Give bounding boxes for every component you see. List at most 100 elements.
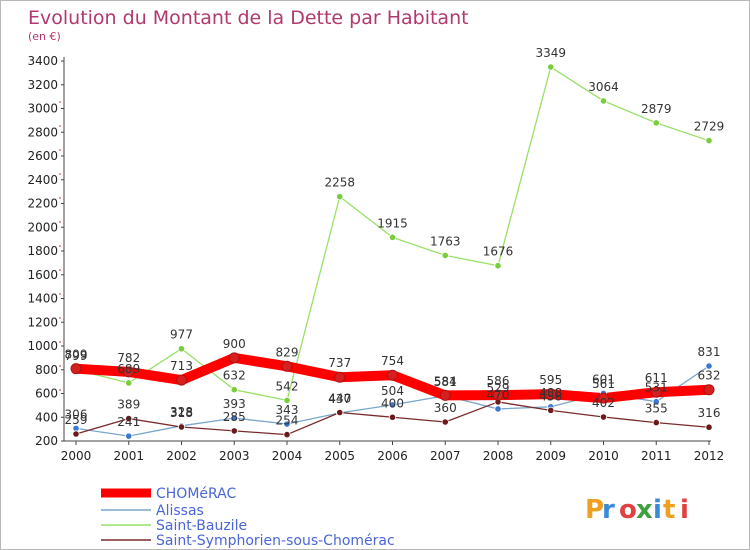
data-point: [177, 345, 186, 353]
x-tick-label: 2011: [641, 449, 672, 463]
data-label: 782: [117, 351, 140, 365]
data-point: [283, 430, 291, 439]
data-point: [439, 389, 451, 401]
data-label: 1915: [377, 216, 408, 230]
data-point: [705, 423, 713, 431]
data-label: 355: [645, 402, 668, 416]
data-label: 316: [698, 406, 721, 420]
data-point: [336, 193, 344, 201]
data-label: 737: [328, 356, 351, 370]
data-point: [336, 408, 344, 417]
data-point: [652, 418, 660, 427]
data-label: 581: [434, 375, 457, 389]
data-point: [281, 360, 293, 372]
data-label: 831: [698, 345, 721, 359]
data-label: 343: [276, 403, 299, 417]
y-tick-label: 2000: [27, 220, 58, 234]
data-point: [230, 427, 238, 435]
data-point: [228, 352, 240, 364]
data-point: [492, 389, 504, 401]
data-label: 584: [434, 374, 457, 388]
y-tick-label: 2400: [27, 173, 58, 187]
data-point: [283, 396, 291, 404]
data-point: [123, 366, 135, 378]
data-point: [494, 405, 502, 413]
data-point: [176, 374, 187, 386]
data-point: [705, 362, 713, 370]
legend-label: Saint-Bauzile: [156, 518, 247, 534]
data-point: [441, 251, 449, 259]
data-label: 900: [223, 337, 246, 351]
data-label: 2879: [641, 102, 672, 116]
data-point: [388, 401, 397, 409]
x-tick-label: 2002: [166, 449, 197, 463]
data-point: [70, 363, 82, 375]
data-label: 809: [65, 348, 88, 362]
data-point: [125, 414, 133, 423]
data-label: 2729: [694, 120, 725, 134]
data-label: 977: [170, 328, 193, 342]
data-point: [652, 398, 660, 406]
x-tick-label: 2000: [61, 449, 92, 463]
logo-letter: i: [680, 495, 689, 525]
x-tick-label: 2008: [483, 449, 514, 463]
y-tick-label: 3400: [27, 54, 58, 68]
data-label: 632: [223, 369, 246, 383]
data-point: [705, 137, 713, 145]
data-label: 437: [328, 392, 351, 406]
data-label: 488: [539, 386, 562, 400]
y-tick-label: 200: [35, 434, 58, 448]
y-tick-label: 1400: [27, 292, 58, 306]
legend-label: Alissas: [156, 503, 204, 519]
data-point: [230, 414, 238, 422]
data-point: [177, 423, 186, 431]
y-tick-label: 400: [35, 410, 58, 424]
data-label: 360: [434, 401, 457, 415]
logo-letter: i: [653, 495, 662, 525]
series-line-2: [75, 66, 710, 402]
data-label: 3064: [588, 80, 619, 94]
data-point: [599, 413, 608, 421]
data-point: [72, 430, 80, 438]
data-label: 402: [592, 396, 615, 410]
x-tick-label: 2003: [219, 449, 250, 463]
x-tick-label: 2006: [377, 449, 408, 463]
data-label: 440: [328, 392, 351, 406]
y-tick-label: 3000: [27, 102, 58, 116]
proxiti-logo: Pr o x i t i: [585, 495, 689, 525]
data-point: [545, 388, 557, 400]
data-label: 561: [592, 377, 615, 391]
legend: CHOMéRACAlissasSaint-BauzileSaint-Sympho…: [101, 486, 395, 549]
logo-letter: P: [585, 495, 604, 525]
x-tick-label: 2010: [588, 449, 619, 463]
data-label: 285: [223, 410, 246, 424]
y-tick-label: 1200: [27, 315, 58, 329]
data-label: 799: [65, 349, 88, 363]
chart-subtitle: (en €): [28, 30, 61, 43]
logo-letter: t: [663, 495, 675, 525]
data-label: 400: [381, 396, 404, 410]
data-label: 689: [117, 362, 140, 376]
chart-title: Evolution du Montant de la Dette par Hab…: [28, 7, 469, 29]
data-labels: 809 782 713 900 829 737 754 584 586 595 561 611 632 3…: [65, 46, 725, 429]
data-label: 306: [65, 407, 88, 421]
data-label: 318: [170, 406, 193, 420]
data-point: [547, 63, 555, 71]
y-tick-label: 2200: [27, 197, 58, 211]
data-label: 1676: [483, 245, 514, 259]
data-label: 254: [276, 414, 299, 428]
y-tick-label: 2600: [27, 149, 58, 163]
x-tick-label: 2004: [272, 449, 303, 463]
data-label: 713: [170, 359, 193, 373]
data-label: 542: [276, 379, 299, 393]
x-tick-label: 2001: [113, 449, 144, 463]
logo-letter: x: [636, 495, 653, 525]
data-label: 632: [698, 369, 721, 383]
data-point: [547, 406, 555, 414]
x-tick-label: 2007: [430, 449, 461, 463]
data-label: 2258: [324, 176, 355, 190]
data-label: 328: [170, 405, 193, 419]
logo-letter: o: [619, 495, 637, 525]
y-tick-label: 1800: [27, 244, 58, 258]
